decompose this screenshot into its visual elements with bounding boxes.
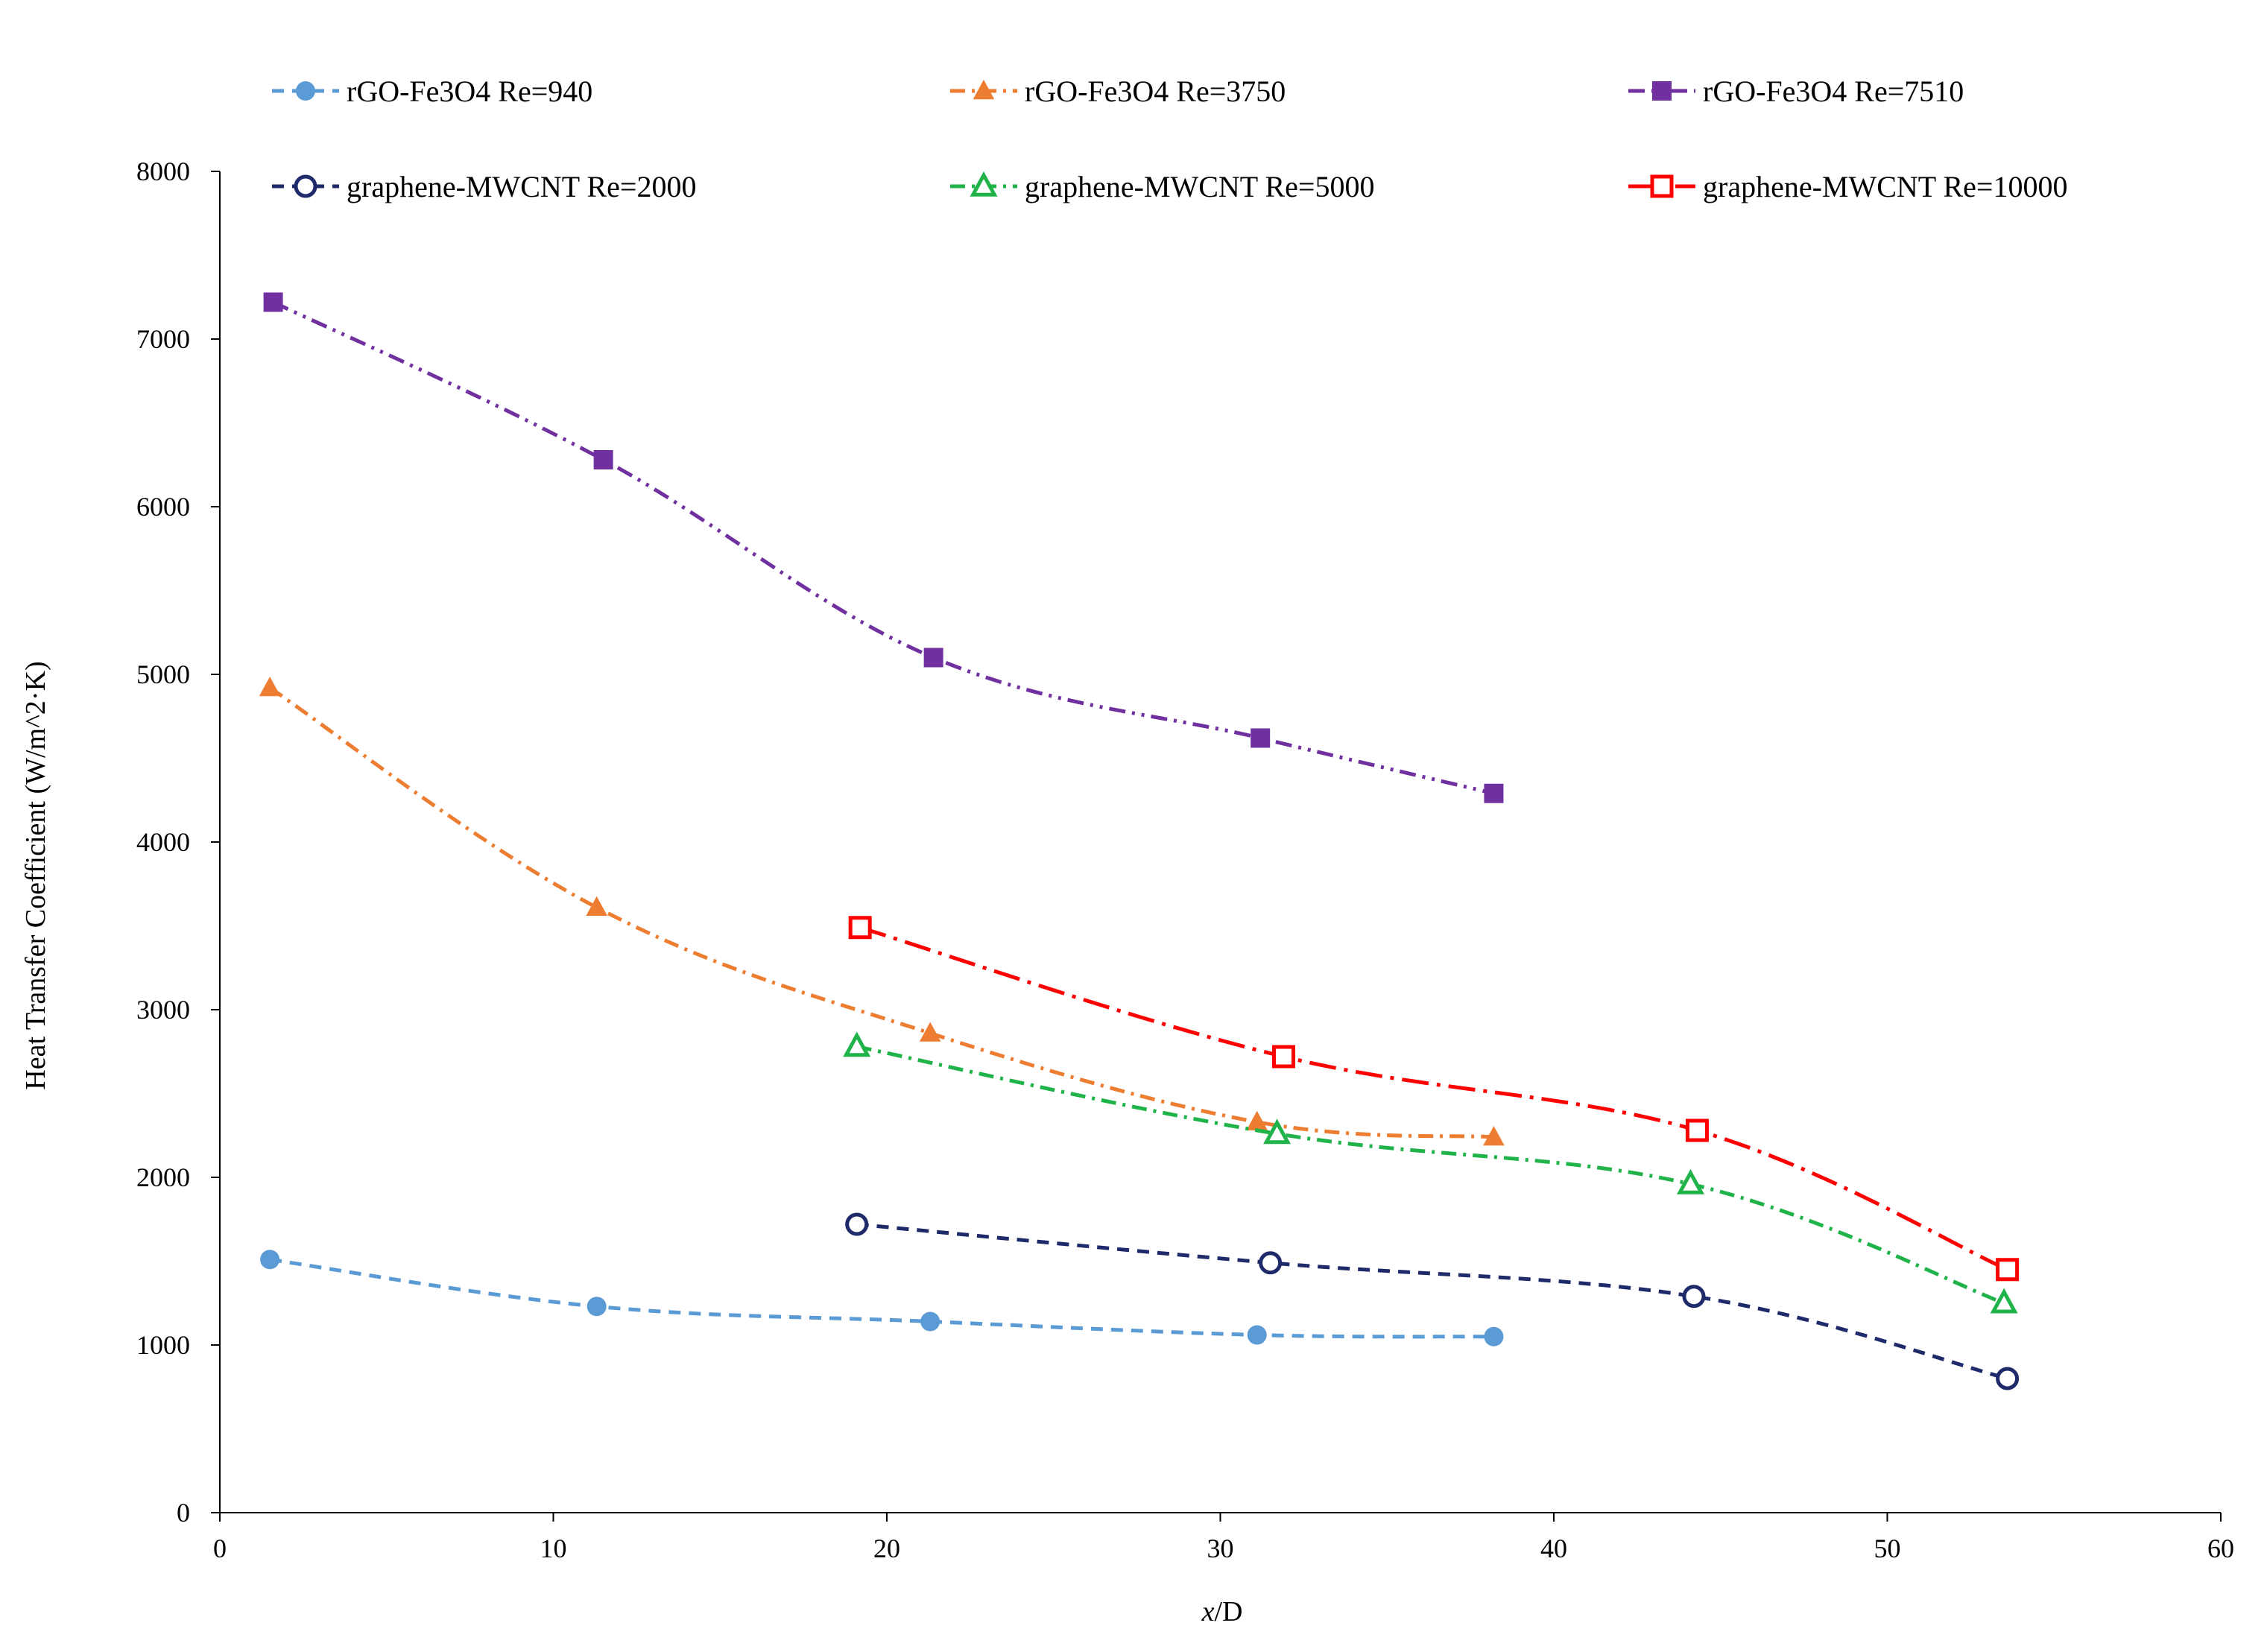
legend-entry-5: graphene-MWCNT Re=5000 (950, 170, 1375, 203)
y-tick-label: 2000 (136, 1162, 190, 1192)
legend-marker-sample (973, 80, 995, 100)
x-tick-label: 0 (213, 1534, 227, 1563)
series-3-point (1251, 728, 1271, 748)
x-axis-title: x/D (1201, 1596, 1243, 1627)
series-2-point (1483, 1126, 1505, 1146)
y-tick-label: 3000 (136, 995, 190, 1025)
legend-entry-4: graphene-MWCNT Re=2000 (272, 170, 697, 203)
legend: rGO-Fe3O4 Re=940 rGO-Fe3O4 Re=3750 rGO-Fe3… (272, 75, 2068, 203)
series-line-5 (856, 1045, 2005, 1306)
series-3-point (923, 648, 943, 668)
x-tick-label: 20 (873, 1534, 900, 1563)
series-4-point (1259, 1251, 1283, 1275)
legend-label: rGO-Fe3O4 Re=940 (347, 75, 592, 108)
y-tick-label: 5000 (136, 659, 190, 689)
series-1-point (1484, 1326, 1504, 1346)
y-tick-label: 4000 (136, 827, 190, 857)
legend-entry-1: rGO-Fe3O4 Re=940 (272, 75, 592, 108)
series-line-6 (859, 925, 2008, 1272)
legend-label: rGO-Fe3O4 Re=7510 (1703, 75, 1964, 108)
legend-label: graphene-MWCNT Re=2000 (347, 170, 697, 203)
x-axis-title-italic: x (1201, 1596, 1215, 1627)
series-5-point (1263, 1118, 1291, 1145)
series-3-point (263, 292, 283, 312)
axes: 0 1000 2000 3000 4000 5000 6000 7000 8000 0 10 20 30… (136, 156, 2234, 1563)
series-6-point (848, 916, 872, 940)
series-line-2 (268, 686, 1494, 1139)
series-1-point (586, 1297, 607, 1317)
legend-marker-sample (970, 171, 998, 197)
y-axis-title: Heat Transfer Coefficient (W/m^2·K) (20, 661, 51, 1089)
series-2-point (1246, 1110, 1268, 1130)
series-5-point (1676, 1168, 1704, 1194)
series-5-point (1990, 1288, 2018, 1314)
series-6-point (1272, 1045, 1296, 1069)
legend-entry-2: rGO-Fe3O4 Re=3750 (950, 75, 1286, 108)
legend-marker-sample (1652, 81, 1672, 101)
x-axis-title-rest: /D (1214, 1596, 1242, 1627)
series-3-point (593, 450, 613, 469)
series-6-point (1996, 1258, 2020, 1282)
series-1-point (1247, 1325, 1267, 1345)
series-4-point (845, 1212, 869, 1236)
series-4-point (1996, 1367, 2020, 1390)
x-tick-label: 50 (1874, 1534, 1901, 1563)
legend-entry-6: graphene-MWCNT Re=10000 (1628, 170, 2068, 203)
series-2-point (586, 896, 607, 916)
x-tick-label: 30 (1207, 1534, 1234, 1563)
legend-entry-3: rGO-Fe3O4 Re=7510 (1628, 75, 1964, 108)
series-5-point (843, 1031, 871, 1057)
x-tick-label: 10 (540, 1534, 567, 1563)
legend-label: rGO-Fe3O4 Re=3750 (1025, 75, 1286, 108)
series-6-point (1685, 1118, 1709, 1142)
series-line-4 (856, 1222, 2008, 1381)
series-line-3 (272, 300, 1495, 796)
series-line-1 (269, 1257, 1494, 1339)
series-2-point (919, 1022, 941, 1042)
y-tick-label: 1000 (136, 1330, 190, 1360)
legend-marker-sample (1650, 174, 1674, 198)
y-tick-label: 7000 (136, 324, 190, 354)
series-1-point (260, 1250, 280, 1270)
x-tick-label: 60 (2207, 1534, 2234, 1563)
x-tick-label: 40 (1540, 1534, 1567, 1563)
y-tick-label: 0 (177, 1498, 190, 1528)
legend-marker-sample (294, 174, 317, 198)
y-tick-label: 6000 (136, 492, 190, 522)
series-3-point (1484, 783, 1504, 803)
y-tick-label: 8000 (136, 156, 190, 186)
legend-label: graphene-MWCNT Re=5000 (1025, 170, 1375, 203)
series-4-point (1682, 1285, 1706, 1308)
legend-label: graphene-MWCNT Re=10000 (1703, 170, 2068, 203)
legend-marker-sample (296, 81, 315, 101)
series-2-point (259, 677, 281, 697)
series-1-point (920, 1311, 940, 1332)
plot-area (259, 292, 2020, 1390)
